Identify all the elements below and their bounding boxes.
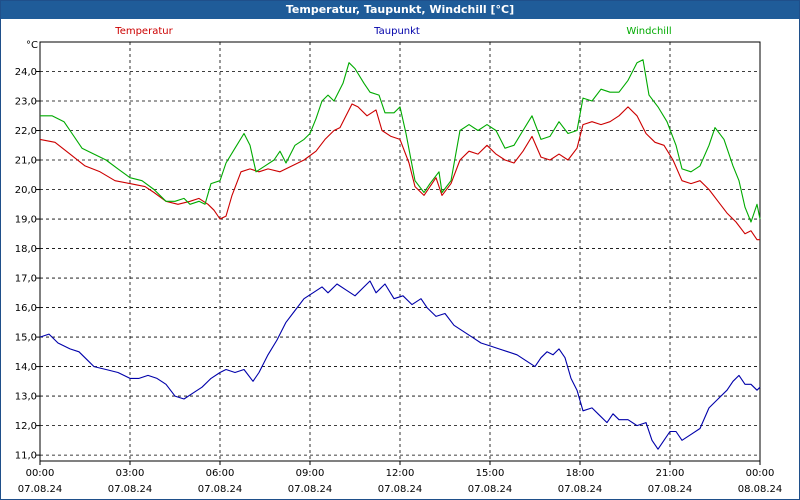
x-tick-time: 15:00: [476, 468, 505, 479]
legend: Temperatur Taupunkt Windchill: [114, 26, 671, 37]
y-tick-label: 18,0: [15, 244, 37, 255]
x-tick-date: 07.08.24: [378, 484, 423, 495]
x-tick-date: 07.08.24: [648, 484, 693, 495]
y-tick-label: 15,0: [15, 333, 37, 344]
x-tick-date: 08.08.24: [738, 484, 783, 495]
y-tick-label: 19,0: [15, 215, 37, 226]
series-line-temperatur: [39, 103, 760, 241]
y-tick-label: 21,0: [15, 156, 37, 167]
y-tick-label: 20,0: [15, 185, 37, 196]
y-tick-label: 22,0: [15, 126, 37, 137]
y-tick-label: 13,0: [15, 392, 37, 403]
y-axis-label: °C: [26, 40, 38, 51]
y-tick-label: 17,0: [15, 274, 37, 285]
x-tick-date: 07.08.24: [468, 484, 513, 495]
y-tick-label: 11,0: [15, 451, 37, 462]
series-lines: [39, 59, 761, 450]
legend-item-taupunkt: Taupunkt: [373, 26, 420, 37]
y-tick-label: 24,0: [15, 67, 37, 78]
y-tick-label: 14,0: [15, 362, 37, 373]
legend-item-windchill: Windchill: [626, 26, 671, 37]
x-tick-date: 07.08.24: [558, 484, 603, 495]
x-axis: 00:00 07.08.24 03:00 07.08.24 06:00 07.08.24 0…: [18, 461, 783, 495]
x-tick-date: 07.08.24: [18, 484, 63, 495]
x-tick-time: 09:00: [296, 468, 325, 479]
chart-title: Temperatur, Taupunkt, Windchill [°C]: [1, 1, 799, 19]
x-tick-date: 07.08.24: [288, 484, 333, 495]
x-tick-time: 00:00: [26, 468, 55, 479]
y-axis: 11,0 12,0 13,0 14,0 15,0 16,0 17,0 18,0 19,0 20,0…: [15, 67, 40, 462]
y-tick-label: 16,0: [15, 303, 37, 314]
x-tick-time: 18:00: [566, 468, 595, 479]
series-line-windchill: [40, 59, 761, 223]
x-tick-time: 03:00: [116, 468, 145, 479]
series-line-taupunkt: [39, 280, 761, 450]
legend-item-temperatur: Temperatur: [114, 26, 173, 37]
y-tick-label: 12,0: [15, 421, 37, 432]
chart-grid: [40, 42, 760, 461]
x-tick-time: 12:00: [386, 468, 415, 479]
y-tick-label: 23,0: [15, 97, 37, 108]
x-tick-time: 00:00: [746, 468, 775, 479]
x-tick-date: 07.08.24: [108, 484, 153, 495]
x-tick-date: 07.08.24: [198, 484, 243, 495]
x-tick-time: 21:00: [656, 468, 685, 479]
x-tick-time: 06:00: [206, 468, 235, 479]
